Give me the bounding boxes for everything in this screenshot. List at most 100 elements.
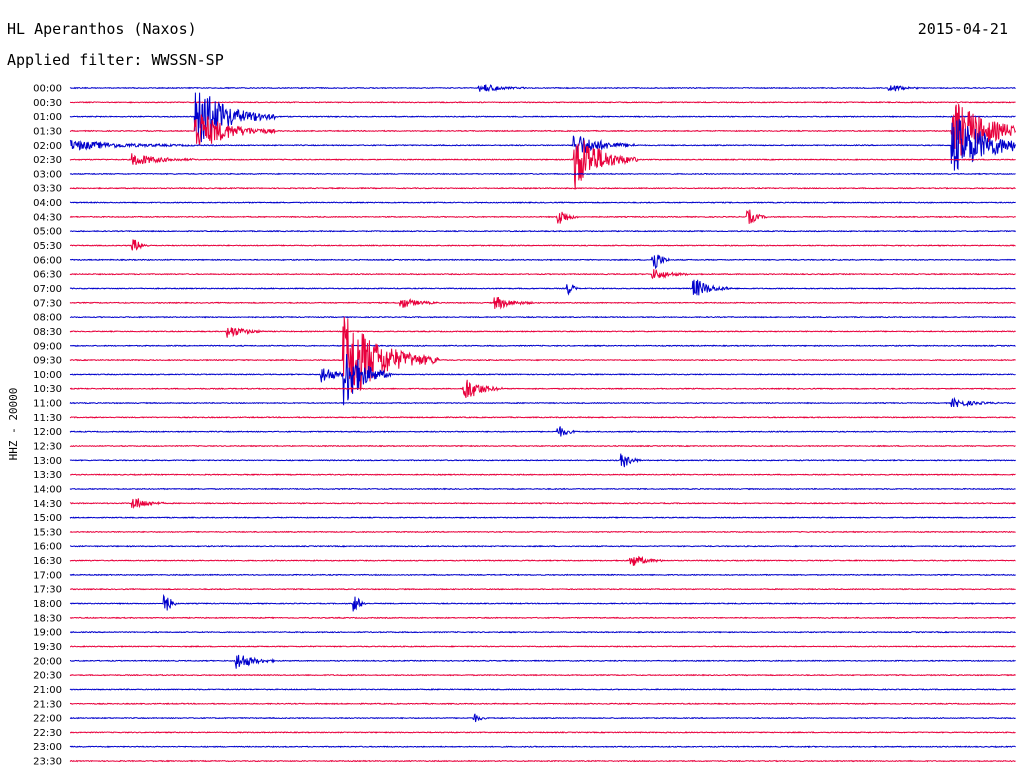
trace-line: [69, 201, 1016, 204]
trace-line: [69, 327, 1016, 338]
row-tick-label: 11:30: [33, 413, 62, 424]
trace-line: [69, 702, 1016, 706]
row-tick-label: 10:30: [33, 384, 62, 395]
trace-line: [69, 119, 1017, 171]
trace-line: [69, 172, 1016, 176]
trace-line: [69, 673, 1016, 677]
row-tick-label: 20:30: [33, 671, 62, 682]
trace-line: [70, 630, 1016, 634]
row-tick-label: 00:30: [33, 98, 62, 109]
row-tick-label: 02:30: [33, 155, 62, 166]
filter-label: Applied filter: WWSSN-SP: [7, 51, 224, 69]
trace-line: [69, 593, 1016, 612]
row-tick-label: 18:00: [33, 599, 62, 610]
trace-line: [69, 654, 1016, 669]
row-tick-label: 17:30: [33, 585, 62, 596]
y-axis-label: HHZ - 20000: [7, 388, 20, 461]
trace-line: [69, 530, 1016, 534]
trace-line: [69, 416, 1016, 419]
row-tick-label: 03:00: [33, 169, 62, 180]
trace-line: [69, 209, 1016, 224]
row-tick-label: 21:00: [33, 685, 62, 696]
row-tick-label: 12:00: [33, 427, 62, 438]
row-tick-label: 13:30: [33, 470, 62, 481]
trace-line: [69, 101, 1016, 104]
row-tick-label: 22:30: [33, 728, 62, 739]
row-tick-label: 16:30: [33, 556, 62, 567]
row-tick-label: 22:00: [33, 714, 62, 725]
trace-line: [69, 759, 1016, 763]
trace-line: [69, 254, 1016, 270]
trace-line: [69, 379, 1016, 399]
row-tick-label: 15:30: [33, 527, 62, 538]
trace-line: [69, 92, 1016, 143]
trace-line: [69, 487, 1016, 491]
row-tick-label: 15:00: [33, 513, 62, 524]
row-tick-label: 11:00: [33, 399, 62, 410]
trace-line: [69, 315, 1016, 319]
row-tick-label: 08:30: [33, 327, 62, 338]
row-tick-label: 23:00: [33, 742, 62, 753]
row-tick-label: 14:30: [33, 499, 62, 510]
trace-line: [69, 516, 1016, 519]
trace-line: [69, 616, 1016, 620]
trace-line: [69, 544, 1016, 548]
row-tick-label: 16:00: [33, 542, 62, 553]
trace-line: [69, 453, 1016, 468]
trace-line: [69, 269, 1016, 280]
trace-line: [70, 645, 1016, 648]
trace-line: [69, 353, 1016, 406]
row-tick-label: 19:30: [33, 642, 62, 653]
row-tick-label: 00:00: [33, 84, 62, 95]
trace-line: [69, 573, 1016, 577]
trace-line: [69, 426, 1016, 437]
trace-line: [69, 587, 1016, 591]
row-tick-label: 20:00: [33, 656, 62, 667]
row-tick-label: 01:30: [33, 126, 62, 137]
trace-line: [70, 473, 1016, 476]
trace-line: [69, 555, 1016, 566]
row-tick-label: 09:00: [33, 341, 62, 352]
row-tick-label: 17:00: [33, 570, 62, 581]
trace-line: [69, 396, 1016, 408]
row-tick-label: 23:30: [33, 757, 62, 768]
row-tick-label: 13:00: [33, 456, 62, 467]
trace-line: [69, 84, 1016, 93]
row-tick-label: 14:00: [33, 484, 62, 495]
row-tick-label: 05:30: [33, 241, 62, 252]
row-tick-label: 02:00: [33, 141, 62, 152]
trace-line: [69, 296, 1016, 310]
trace-line: [69, 316, 1016, 393]
row-tick-label: 07:30: [33, 298, 62, 309]
trace-line: [69, 444, 1016, 448]
trace-line: [69, 713, 1016, 723]
row-tick-label: 12:30: [33, 442, 62, 453]
row-tick-label: 01:00: [33, 112, 62, 123]
row-tick-label: 08:00: [33, 313, 62, 324]
trace-line: [69, 229, 1016, 233]
row-tick-label: 04:00: [33, 198, 62, 209]
row-tick-label: 06:00: [33, 255, 62, 266]
trace-line: [69, 498, 1016, 510]
trace-line: [69, 279, 1016, 296]
row-tick-label: 07:00: [33, 284, 62, 295]
trace-line: [69, 688, 1016, 691]
row-tick-label: 06:30: [33, 270, 62, 281]
date-label: 2015-04-21: [917, 20, 1008, 38]
row-tick-label: 03:30: [33, 184, 62, 195]
trace-line: [69, 104, 1017, 156]
trace-line: [70, 731, 1016, 734]
row-tick-label: 09:30: [33, 356, 62, 367]
station-title: HL Aperanthos (Naxos): [7, 20, 197, 38]
row-tick-label: 19:00: [33, 628, 62, 639]
trace-line: [70, 344, 1016, 348]
trace-line: [69, 140, 1016, 190]
trace-line: [69, 745, 1016, 749]
row-tick-label: 04:30: [33, 212, 62, 223]
row-tick-label: 18:30: [33, 613, 62, 624]
trace-line: [69, 239, 1016, 251]
row-tick-label: 21:30: [33, 699, 62, 710]
row-tick-label: 05:00: [33, 227, 62, 238]
trace-line: [69, 186, 1016, 190]
